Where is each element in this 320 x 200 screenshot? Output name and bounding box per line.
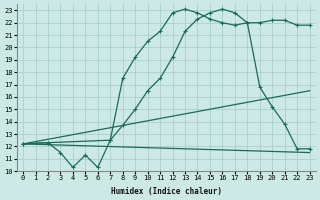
X-axis label: Humidex (Indice chaleur): Humidex (Indice chaleur): [111, 187, 222, 196]
